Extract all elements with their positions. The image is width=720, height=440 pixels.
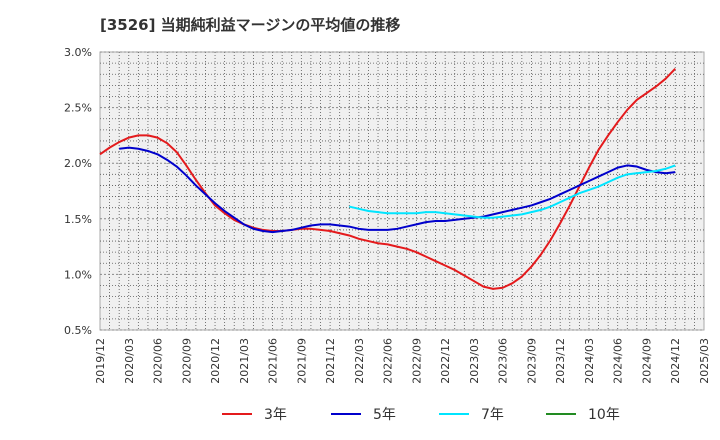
x-axis: 2019/12 2020/03 2020/06 2020/09 2020/12 2021/…	[94, 338, 711, 384]
series-line	[349, 164, 676, 219]
y-axis: 0.5% 1.0% 1.5% 2.0% 2.5% 3.0%	[64, 46, 92, 337]
x-tick-label: 2021/12	[324, 338, 337, 384]
y-tick-label: 2.0%	[64, 157, 92, 170]
x-tick-label: 2022/12	[439, 338, 452, 384]
x-tick-label: 2020/12	[209, 338, 222, 384]
legend: 3年 5年 7年 10年	[222, 407, 620, 423]
x-tick-label: 2022/03	[353, 338, 366, 384]
x-tick-label: 2019/12	[94, 338, 107, 384]
x-tick-label: 2024/03	[583, 338, 596, 384]
x-tick-label: 2025/03	[698, 338, 711, 384]
x-tick-label: 2023/12	[554, 338, 567, 384]
x-tick-label: 2023/09	[525, 338, 538, 384]
series-line	[99, 67, 676, 290]
x-tick-label: 2022/06	[382, 338, 395, 384]
chart-title: [3526] 当期純利益マージンの平均値の推移	[100, 16, 400, 34]
plot-area	[99, 51, 705, 331]
x-tick-label: 2020/03	[123, 338, 136, 384]
x-tick-label: 2021/09	[295, 338, 308, 384]
x-tick-label: 2024/09	[640, 338, 653, 384]
legend-label: 7年	[481, 407, 504, 423]
x-tick-label: 2021/06	[267, 338, 280, 384]
y-tick-label: 1.5%	[64, 213, 92, 226]
legend-label: 10年	[588, 407, 620, 423]
x-tick-label: 2024/12	[669, 338, 682, 384]
legend-label: 3年	[264, 407, 287, 423]
x-tick-label: 2020/06	[152, 338, 165, 384]
x-tick-label: 2021/03	[238, 338, 251, 384]
legend-label: 5年	[373, 407, 396, 423]
series-lines	[99, 67, 676, 290]
x-tick-label: 2022/09	[410, 338, 423, 384]
series-line	[119, 146, 676, 234]
x-tick-label: 2024/06	[612, 338, 625, 384]
x-tick-label: 2023/06	[497, 338, 510, 384]
x-tick-label: 2023/03	[468, 338, 481, 384]
y-tick-label: 2.5%	[64, 102, 92, 115]
x-tick-label: 2020/09	[180, 338, 193, 384]
grid	[100, 51, 704, 331]
y-tick-label: 1.0%	[64, 268, 92, 281]
y-tick-label: 3.0%	[64, 46, 92, 59]
y-tick-label: 0.5%	[64, 324, 92, 337]
